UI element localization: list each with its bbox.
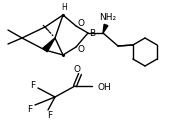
Text: O: O [78, 19, 84, 29]
Text: O: O [74, 64, 80, 74]
Text: F: F [30, 81, 35, 91]
Text: NH₂: NH₂ [99, 13, 117, 21]
Polygon shape [103, 24, 108, 33]
Text: B: B [89, 29, 95, 37]
Text: F: F [27, 105, 33, 113]
Text: F: F [47, 111, 53, 121]
Text: OH: OH [97, 83, 111, 93]
Text: H: H [61, 3, 67, 13]
Text: O: O [78, 46, 84, 55]
Polygon shape [43, 38, 55, 52]
